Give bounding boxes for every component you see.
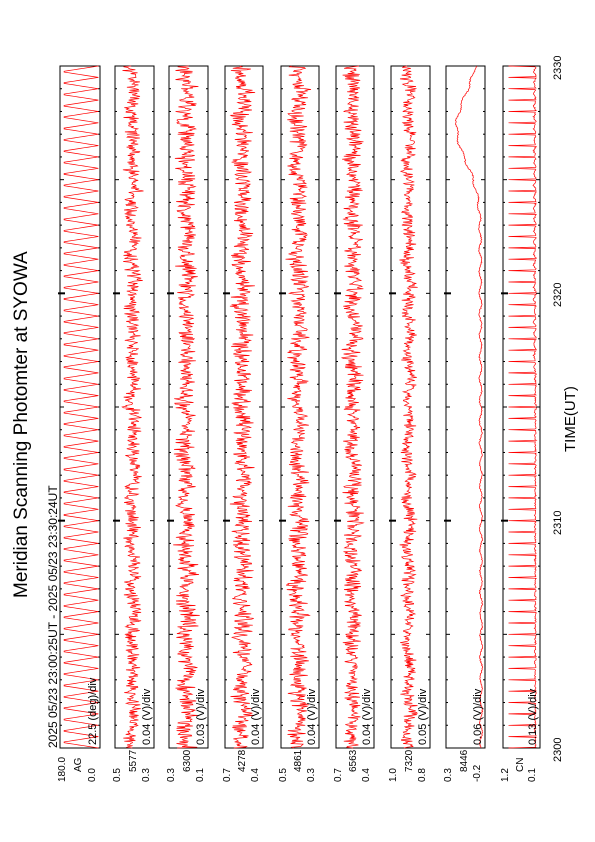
y-tick-max: 0.3 xyxy=(443,768,454,782)
channel-label: 8446 xyxy=(458,749,470,772)
panel-scale: 0.04 (V)/div xyxy=(361,688,373,745)
x-axis-label: TIME(UT) xyxy=(562,386,579,452)
series-line-CN xyxy=(508,65,538,749)
series-line-5577 xyxy=(121,65,144,749)
panel-scale: 22.5 (deg)/div xyxy=(87,677,99,745)
series-line-AG xyxy=(63,65,99,749)
y-tick-max: 0.5 xyxy=(112,768,123,782)
y-tick-min: 0.4 xyxy=(361,768,372,782)
y-tick-min: 0.0 xyxy=(87,768,98,782)
channel-label: 5577 xyxy=(127,749,139,772)
y-tick-min: 0.1 xyxy=(195,768,206,782)
channel-label: 6300 xyxy=(181,749,193,772)
x-tick-label: 2320 xyxy=(552,282,564,308)
x-tick-label: 2310 xyxy=(552,510,564,535)
channel-label: 6563 xyxy=(348,749,359,772)
y-tick-max: 1.0 xyxy=(388,768,399,782)
series-line-4861 xyxy=(285,65,312,749)
series-line-6563 xyxy=(341,65,365,749)
panel-scale: 0.04 (V)/div xyxy=(141,688,153,745)
channel-label: 4278 xyxy=(237,749,248,772)
series-line-8446 xyxy=(454,65,484,749)
y-tick-min: 0.4 xyxy=(250,768,261,782)
series-line-7320 xyxy=(399,65,419,749)
y-tick-max: 0.3 xyxy=(166,768,177,782)
series-line-6300 xyxy=(173,65,200,749)
channel-label: CN xyxy=(514,757,526,772)
channel-label: AG xyxy=(73,757,84,772)
time-range-header: 2025 05/23 23:00:25UT - 2025 05/23 23:30… xyxy=(46,485,60,748)
y-tick-max: 0.5 xyxy=(278,768,289,782)
y-tick-min: 0.1 xyxy=(527,768,538,782)
y-tick-min: 0.8 xyxy=(417,768,428,782)
panel-scale: 0.04 (V)/div xyxy=(306,688,318,745)
panel-frame-8446 xyxy=(445,65,486,749)
y-tick-min: 0.3 xyxy=(306,768,317,782)
panel-scale: 0.06 (V)/div xyxy=(472,688,484,745)
y-tick-max: 1.2 xyxy=(500,768,511,782)
channel-label: 4861 xyxy=(293,749,304,772)
y-tick-max: 0.7 xyxy=(333,768,344,782)
y-tick-min: 0.3 xyxy=(141,768,152,782)
panel-scale: 0.13 (V)/div xyxy=(527,688,539,745)
panel-scale: 0.03 (V)/div xyxy=(195,688,207,745)
x-tick-label: 2300 xyxy=(552,737,564,762)
y-tick-min: -0.2 xyxy=(472,764,483,782)
y-tick-max: 180.0 xyxy=(57,756,68,782)
series-line-4278 xyxy=(229,65,256,749)
chart-title: Meridian Scanning Photomter at SYOWA xyxy=(11,251,32,598)
panel-frame-AG xyxy=(59,65,101,749)
panel-scale: 0.05 (V)/div xyxy=(417,688,429,745)
y-tick-max: 0.7 xyxy=(222,768,233,782)
channel-label: 7320 xyxy=(403,749,415,772)
panel-frame-4861 xyxy=(280,65,320,749)
x-tick-label: 2330 xyxy=(552,55,564,80)
panel-frame-5577 xyxy=(114,65,155,749)
panel-scale: 0.04 (V)/div xyxy=(250,688,262,745)
panel-frame-6300 xyxy=(168,65,209,749)
